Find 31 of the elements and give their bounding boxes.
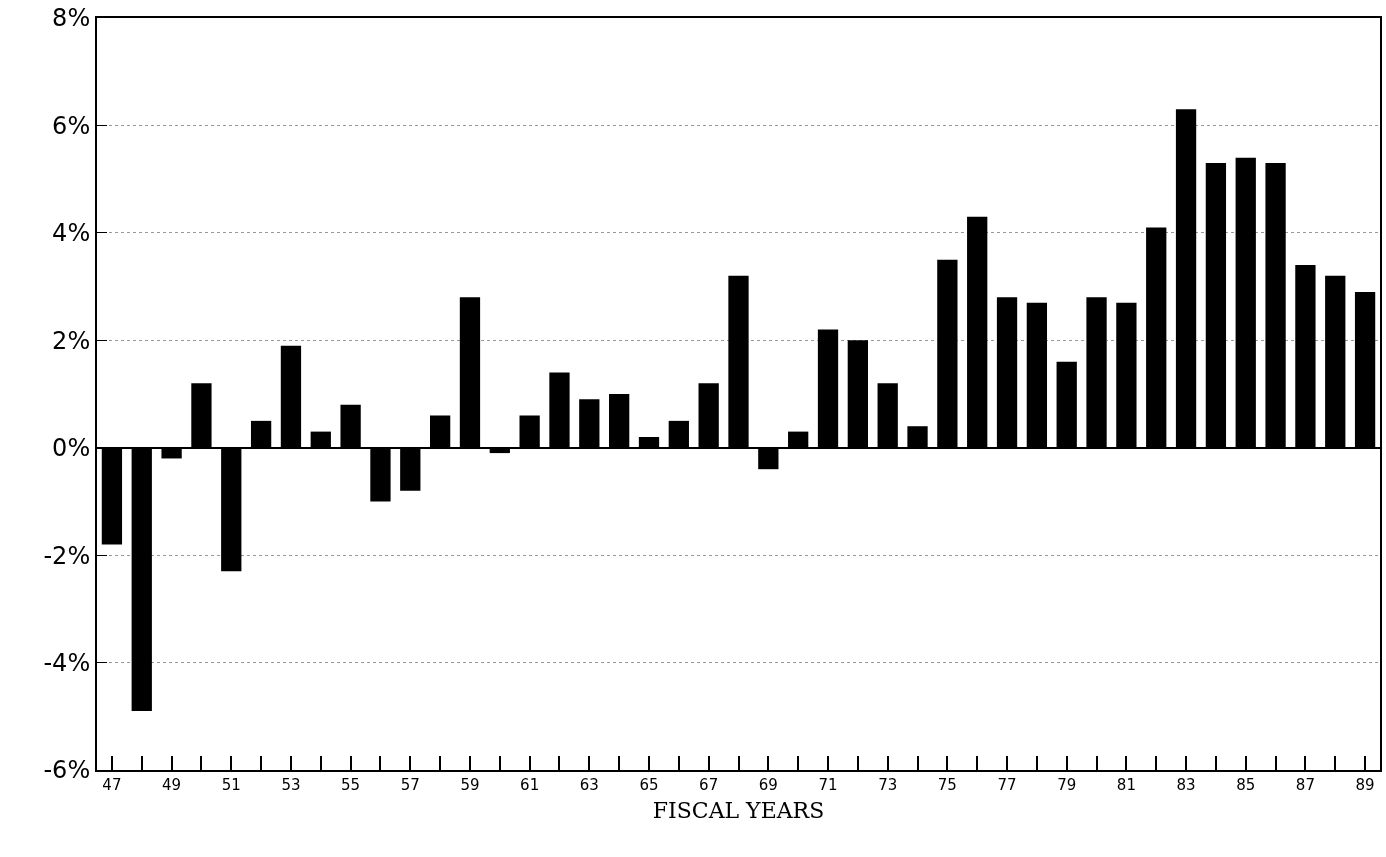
x-tick-label: 53 <box>281 776 301 794</box>
x-tick-label: 65 <box>639 776 659 794</box>
y-tick-label: 8% <box>52 4 91 33</box>
x-tick-label: 51 <box>221 776 241 794</box>
y-tick-label: -2% <box>43 541 91 570</box>
y-tick-label: 4% <box>52 219 91 248</box>
x-tick-label: 85 <box>1236 776 1256 794</box>
x-tick-label: 49 <box>162 776 182 794</box>
x-tick-label: 47 <box>102 776 122 794</box>
x-tick-label: 81 <box>1116 776 1136 794</box>
x-tick-label: 79 <box>1057 776 1077 794</box>
x-tick-label: 63 <box>579 776 599 794</box>
x-tick-label: 89 <box>1355 776 1375 794</box>
y-tick-label: 6% <box>52 111 91 140</box>
x-tick-label: 77 <box>997 776 1017 794</box>
x-tick-label: 75 <box>937 776 957 794</box>
y-tick-label: 2% <box>52 326 91 355</box>
y-tick-label: -4% <box>43 648 91 677</box>
x-tick-label: 83 <box>1176 776 1196 794</box>
x-tick-label: 69 <box>758 776 778 794</box>
x-tick-label: 67 <box>699 776 719 794</box>
x-tick-label: 73 <box>878 776 898 794</box>
x-tick-label: 57 <box>400 776 420 794</box>
y-tick-label: -6% <box>43 756 91 785</box>
x-tick-label: 61 <box>520 776 540 794</box>
x-tick-label: 87 <box>1295 776 1315 794</box>
y-tick-label: 0% <box>52 434 91 463</box>
x-tick-label: 59 <box>460 776 480 794</box>
x-tick-label: 71 <box>818 776 838 794</box>
x-tick-label: 55 <box>341 776 361 794</box>
x-axis-title: FISCAL YEARS <box>652 798 825 824</box>
